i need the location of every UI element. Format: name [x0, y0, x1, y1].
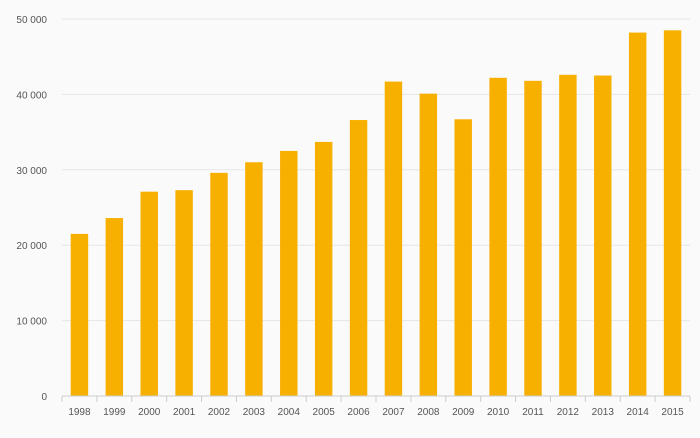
- x-tick-label: 2005: [313, 407, 336, 418]
- y-tick-label: 30 000: [16, 166, 47, 177]
- bar-2012: [559, 74, 577, 397]
- y-tick-label: 20 000: [16, 241, 47, 252]
- bar-1999: [105, 218, 124, 396]
- bar-2013: [594, 75, 612, 397]
- y-tick-label: 40 000: [16, 90, 47, 101]
- bar-2014: [628, 32, 647, 397]
- bar-2008: [419, 93, 438, 396]
- bar-2000: [140, 191, 158, 396]
- bar-2003: [245, 162, 263, 396]
- bar-2011: [524, 80, 542, 396]
- bar-2007: [384, 81, 403, 396]
- x-tick-label: 2012: [557, 407, 580, 418]
- x-tick-label: 2015: [661, 407, 684, 418]
- bar-2001: [175, 190, 193, 396]
- x-tick-label: 2013: [592, 407, 615, 418]
- x-tick-labels: 1998 1999 2000 2001 2002 2003 2004 2005 2006 2007…: [68, 407, 684, 418]
- y-tick-label: 50 000: [16, 15, 47, 26]
- bar-2015: [663, 30, 682, 397]
- y-tick-label: 10 000: [16, 317, 47, 328]
- x-tick-label: 2009: [452, 407, 475, 418]
- bar-2006: [349, 120, 368, 396]
- x-tick-label: 2001: [173, 407, 196, 418]
- x-tick-label: 2008: [417, 407, 440, 418]
- bar-2009: [454, 119, 472, 397]
- x-tick-label: 2002: [208, 407, 231, 418]
- x-axis: [61, 395, 691, 402]
- x-tick-label: 2011: [522, 407, 544, 418]
- x-tick-label: 1998: [68, 407, 91, 418]
- bar-2004: [280, 150, 298, 396]
- x-tick-label: 1999: [103, 407, 126, 418]
- x-tick-label: 2004: [278, 407, 301, 418]
- x-tick-label: 2010: [487, 407, 510, 418]
- bar-2005: [314, 141, 333, 396]
- x-tick-label: 2003: [243, 407, 266, 418]
- bar-2002: [210, 172, 228, 396]
- y-tick-label: 0: [41, 392, 47, 403]
- grid-lines: [62, 18, 690, 322]
- x-tick-label: 2006: [347, 407, 370, 418]
- x-tick-label: 2000: [138, 407, 161, 418]
- bar-1998: [70, 233, 89, 396]
- bars: [70, 30, 682, 397]
- y-tick-labels: 0 10 000 20 000 30 000 40 000 50 000: [16, 15, 47, 403]
- x-tick-label: 2007: [382, 407, 405, 418]
- x-tick-label: 2014: [627, 407, 650, 418]
- bar-2010: [489, 77, 507, 396]
